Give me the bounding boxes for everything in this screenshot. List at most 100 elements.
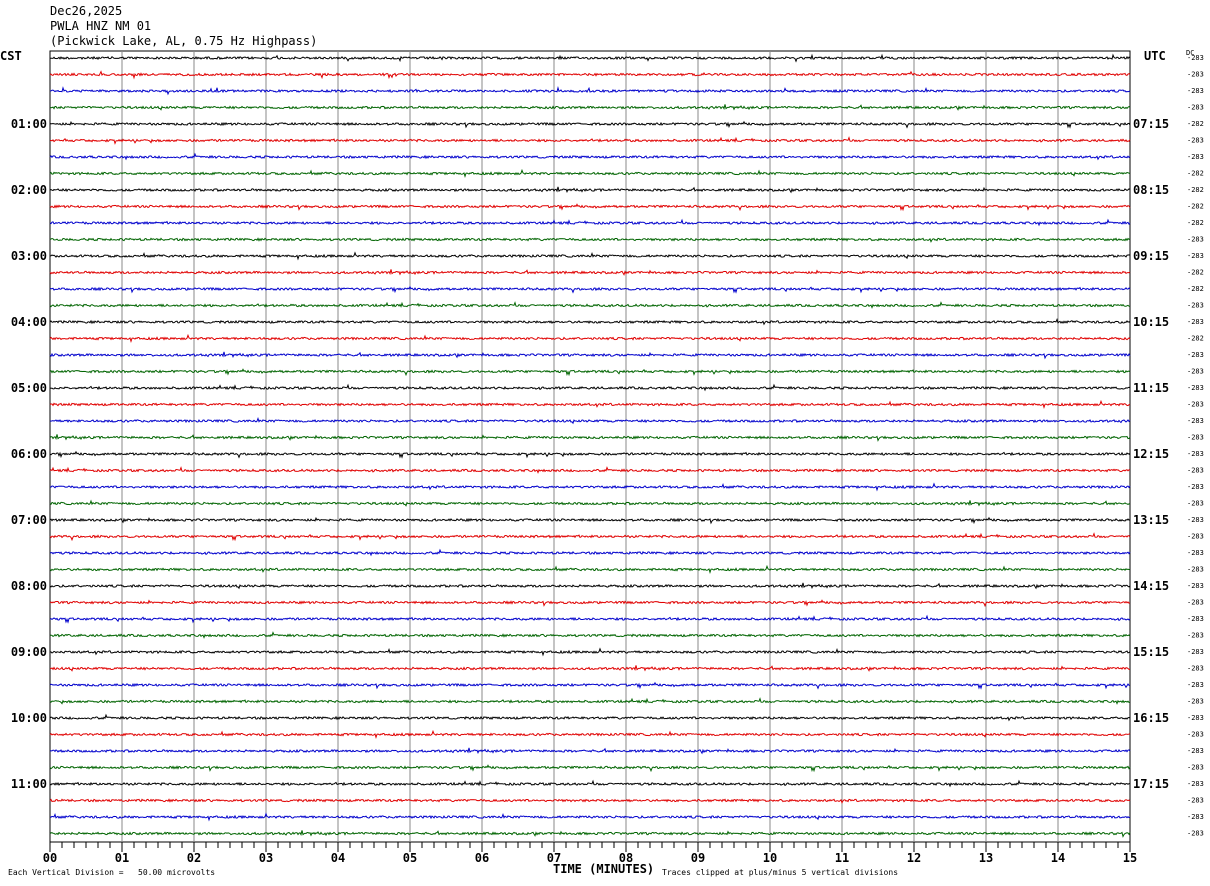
utc-hour-label: 12:15 [1133,447,1169,461]
seismic-trace [49,499,1131,507]
dc-offset-label: -283 [1187,236,1204,244]
dc-offset-label: -283 [1187,566,1204,574]
station-code: PWLA HNZ NM 01 [50,19,152,33]
x-tick-label: 04 [331,851,345,865]
dc-offset-label: -283 [1187,401,1204,409]
dc-offset-label: -283 [1187,153,1204,161]
seismic-trace [49,665,1130,672]
dc-offset-label: -283 [1187,533,1204,541]
seismic-trace [49,168,1131,178]
seismic-trace [49,812,1131,822]
dc-offset-label: -283 [1187,698,1204,706]
seismic-trace [49,779,1131,788]
x-axis-label: TIME (MINUTES) [553,862,655,876]
dc-offset-label: -283 [1187,549,1204,557]
x-tick-label: 05 [403,851,417,865]
dc-offset-label: -283 [1187,500,1204,508]
seismic-trace [49,516,1131,525]
dc-offset-label: -283 [1187,450,1204,458]
x-tick-label: 13 [979,851,993,865]
cst-hour-label: 01:00 [11,117,47,131]
dc-offset-label: -283 [1187,615,1204,623]
seismic-trace [49,614,1131,624]
dc-offset-label: -282 [1187,269,1204,277]
x-tick-label: 01 [115,851,129,865]
seismic-trace [49,368,1131,377]
plot-frame [49,50,1131,843]
x-tick-label: 10 [763,851,777,865]
utc-hour-label: 10:15 [1133,315,1169,329]
utc-hour-label: 09:15 [1133,249,1169,263]
seismic-trace [49,351,1131,360]
seismic-trace [49,830,1131,838]
dc-offset-label: -283 [1187,797,1204,805]
dc-offset-label: -283 [1187,483,1204,491]
x-tick-label: 09 [691,851,705,865]
dc-offset-label: -283 [1187,417,1204,425]
seismic-trace [49,647,1131,657]
seismic-trace [49,251,1131,261]
dc-offset-label: -283 [1187,368,1204,376]
x-tick-label: 02 [187,851,201,865]
dc-offset-label: -283 [1187,302,1204,310]
dc-offset-label: -283 [1187,714,1204,722]
dc-offset-label: -282 [1187,170,1204,178]
x-tick-label: 12 [907,851,921,865]
seismic-trace [49,120,1131,129]
dc-offset-label: -283 [1187,632,1204,640]
seismic-trace [49,747,1131,755]
dc-offset-label: -283 [1187,54,1204,62]
dc-offset-label: -283 [1187,104,1204,112]
seismic-trace [49,301,1131,309]
x-tick-label: 06 [475,851,489,865]
dc-offset-label: -283 [1187,434,1204,442]
clip-note: Traces clipped at plus/minus 5 vertical … [662,868,899,877]
dc-offset-label: -283 [1187,71,1204,79]
seismic-trace [49,70,1131,80]
seismic-trace [49,383,1131,392]
dc-offset-label: -282 [1187,203,1204,211]
dc-offset-label: -283 [1187,731,1204,739]
dc-offset-label: -283 [1187,516,1204,524]
utc-hour-label: 11:15 [1133,381,1169,395]
seismic-trace [49,729,1131,739]
cst-hour-label: 09:00 [11,645,47,659]
dc-offset-label: -283 [1187,681,1204,689]
dc-offset-label: -283 [1187,318,1204,326]
x-tick-label: 00 [43,851,57,865]
dc-offset-label: -283 [1187,830,1204,838]
x-tick-label: 15 [1123,851,1137,865]
dc-offset-label: -282 [1187,120,1204,128]
seismic-trace [49,532,1131,542]
seismic-trace [49,434,1131,442]
scale-note: Each Vertical Division = 50.00 microvolt… [8,868,216,877]
seismic-trace [49,548,1131,557]
cst-hour-label: 04:00 [11,315,47,329]
right-timezone-label: UTC [1144,49,1166,63]
seismic-trace [49,482,1131,492]
dc-offset-label: -283 [1187,813,1204,821]
seismic-trace [49,416,1131,425]
dc-offset-label: -282 [1187,335,1204,343]
utc-hour-label: 16:15 [1133,711,1169,725]
dc-offset-label: -283 [1187,384,1204,392]
dc-offset-label: -283 [1187,351,1204,359]
seismic-trace [49,399,1131,409]
seismic-trace [49,333,1131,343]
seismic-trace [49,269,1131,276]
seismic-trace [49,631,1131,639]
cst-hour-label: 02:00 [11,183,47,197]
dc-offset-label: -283 [1187,582,1204,590]
dc-offset-label: -283 [1187,137,1204,145]
cst-hour-label: 03:00 [11,249,47,263]
seismic-trace [49,599,1131,608]
seismic-trace [49,697,1131,705]
seismic-trace [50,136,1131,145]
x-tick-label: 07 [547,851,561,865]
seismic-trace [49,450,1131,459]
dc-offset-label: -283 [1187,467,1204,475]
dc-offset-label: -283 [1187,599,1204,607]
seismic-trace [49,564,1131,574]
seismic-trace [49,798,1131,804]
